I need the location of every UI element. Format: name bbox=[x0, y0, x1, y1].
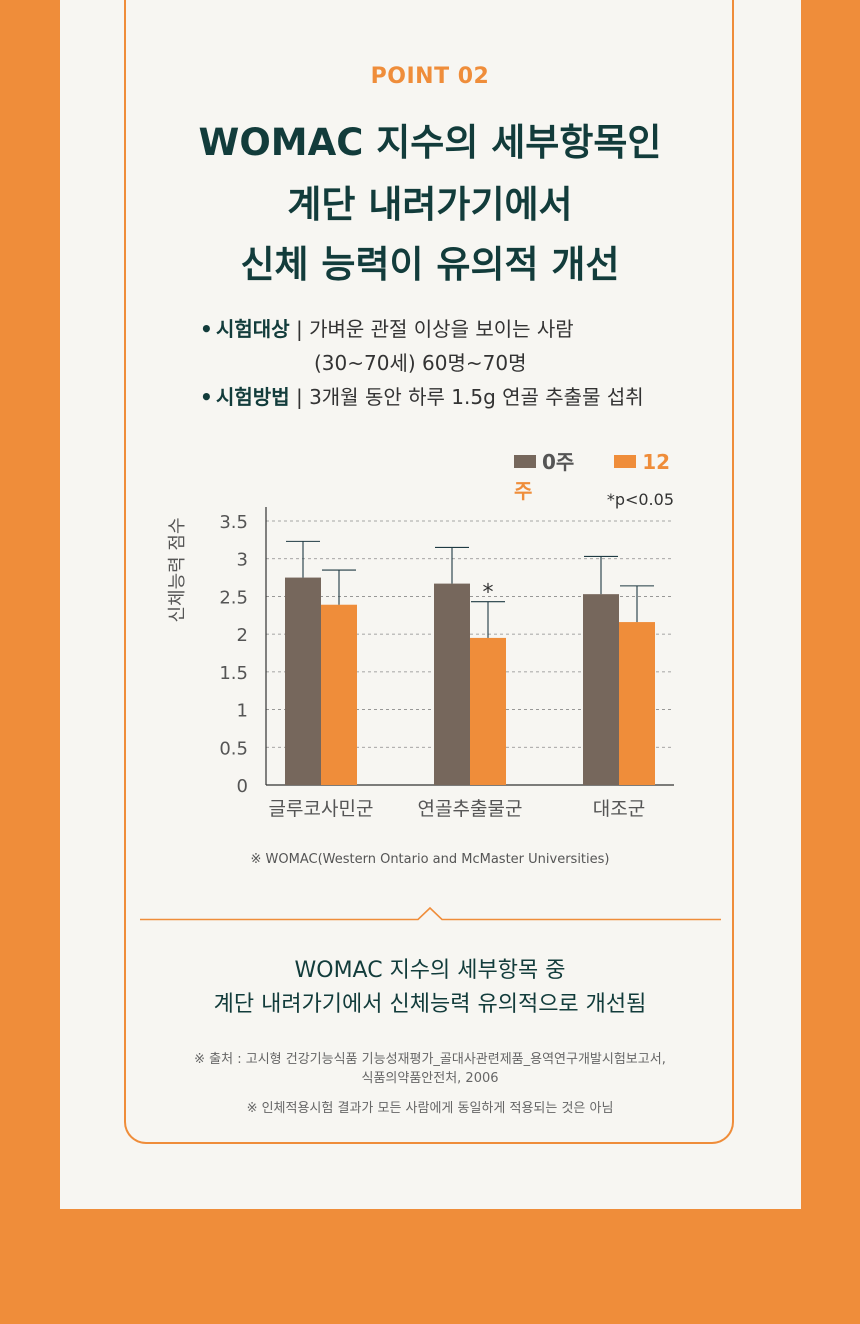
y-tick-label: 0.5 bbox=[219, 738, 248, 759]
disclaimer-note: ※ 인체적용시험 결과가 모든 사람에게 동일하게 적용되는 것은 아님 bbox=[246, 1101, 614, 1116]
headline-line-2: 계단 내려가기에서 bbox=[287, 183, 573, 226]
point-label: POINT 02 bbox=[370, 64, 490, 89]
bar-1-0 bbox=[321, 604, 357, 785]
trial-target-text-2: (30~70세) 60명~70명 bbox=[314, 351, 527, 375]
source-line-2: 식품의약품안전처, 2006 bbox=[361, 1071, 499, 1086]
summary-text: WOMAC 지수의 세부항목 중 계단 내려가기에서 신체능력 유의적으로 개선… bbox=[0, 954, 860, 1022]
significance-marker: * bbox=[483, 581, 494, 606]
summary-line-2: 계단 내려가기에서 신체능력 유의적으로 개선됨 bbox=[213, 992, 647, 1017]
legend-swatch-0 bbox=[514, 455, 536, 468]
y-tick-label: 1 bbox=[237, 701, 248, 722]
trial-target-title: 시험대상 bbox=[216, 317, 290, 341]
trial-method-text: 3개월 동안 하루 1.5g 연골 추출물 섭취 bbox=[309, 385, 644, 409]
trial-info: • 시험대상 | 가벼운 관절 이상을 보이는 사람 (30~70세) 60명~7… bbox=[200, 312, 720, 414]
y-tick-label: 2 bbox=[237, 625, 248, 646]
legend-item-1: 12주 bbox=[514, 450, 670, 503]
trial-method-row: • 시험방법 | 3개월 동안 하루 1.5g 연골 추출물 섭취 bbox=[200, 380, 720, 414]
bar-0-0 bbox=[285, 577, 321, 785]
chart-legend: 0주 12주 bbox=[514, 446, 684, 503]
x-tick-label: 글루코사민군 bbox=[269, 798, 374, 820]
trial-method-title: 시험방법 bbox=[216, 385, 290, 409]
content-card bbox=[124, 0, 734, 1144]
bar-0-2 bbox=[583, 594, 619, 785]
y-tick-label: 0 bbox=[237, 776, 248, 797]
trial-target-text: 가벼운 관절 이상을 보이는 사람 bbox=[309, 317, 574, 341]
bar-1-1 bbox=[470, 637, 506, 785]
bar-0-1 bbox=[434, 583, 470, 785]
y-tick-label: 2.5 bbox=[219, 587, 248, 608]
y-tick-label: 3.5 bbox=[219, 512, 248, 533]
paper-background bbox=[60, 0, 801, 1209]
section-divider bbox=[140, 906, 721, 921]
chart-footnote: ※ WOMAC(Western Ontario and McMaster Uni… bbox=[250, 852, 610, 867]
x-tick-label: 연골추출물군 bbox=[418, 798, 523, 820]
summary-line-1: WOMAC 지수의 세부항목 중 bbox=[294, 958, 566, 983]
y-tick-label: 3 bbox=[237, 550, 248, 571]
source-note: ※ 출처 : 고시형 건강기능식품 기능성재평가_골대사관련제품_용역연구개발시… bbox=[0, 1050, 860, 1088]
y-tick-label: 1.5 bbox=[219, 663, 248, 684]
legend-item-0: 0주 bbox=[514, 450, 574, 474]
bar-1-2 bbox=[619, 622, 655, 785]
bullet-dot: • bbox=[200, 385, 213, 409]
x-tick-label: 대조군 bbox=[593, 798, 645, 820]
bar-chart: 0 0.5 1 1.5 2 2.5 3 3.5 글루코사민군 * 연골추출물군 대조군 bbox=[219, 507, 674, 820]
headline-line-3: 신체 능력이 유의적 개선 bbox=[240, 243, 620, 286]
source-line-1: ※ 출처 : 고시형 건강기능식품 기능성재평가_골대사관련제품_용역연구개발시… bbox=[194, 1052, 666, 1067]
headline-line-1: WOMAC 지수의 세부항목인 bbox=[198, 121, 662, 164]
legend-label-0: 0주 bbox=[542, 450, 575, 474]
bullet-dot: • bbox=[200, 317, 213, 341]
trial-target-row: • 시험대상 | 가벼운 관절 이상을 보이는 사람 bbox=[200, 312, 720, 346]
significance-note: *p<0.05 bbox=[606, 490, 674, 509]
legend-swatch-1 bbox=[614, 455, 637, 468]
legend-label-1: 12주 bbox=[514, 450, 671, 503]
